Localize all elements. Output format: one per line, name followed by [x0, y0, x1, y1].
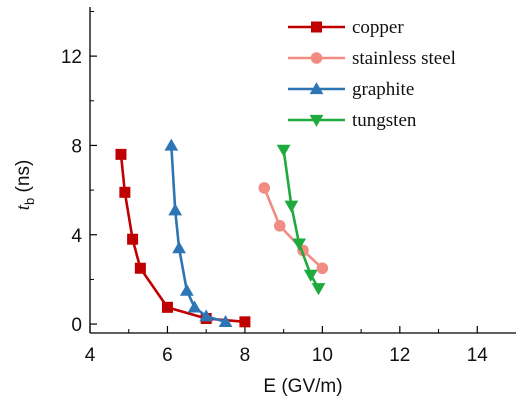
- data-point: [187, 300, 202, 313]
- series-copper: [115, 148, 251, 328]
- legend-marker: [311, 21, 322, 33]
- x-tick-label: 8: [240, 345, 251, 366]
- series-line: [263, 187, 324, 270]
- legend-marker: [310, 52, 323, 64]
- data-point: [168, 203, 183, 216]
- legend-label: graphite: [352, 79, 414, 100]
- legend-marker: [309, 82, 324, 95]
- data-point: [179, 283, 194, 296]
- data-point: [303, 269, 318, 282]
- series-line: [119, 154, 246, 324]
- data-point: [172, 241, 186, 254]
- data-point: [292, 238, 307, 251]
- series-layer: [115, 138, 329, 328]
- data-point: [199, 309, 214, 322]
- plot-frame: [89, 7, 516, 334]
- data-point: [161, 301, 173, 313]
- data-point: [239, 316, 251, 328]
- data-point: [316, 262, 329, 275]
- x-tick-label: 4: [85, 345, 96, 366]
- series-line: [282, 149, 320, 289]
- y-tick-label: 8: [71, 136, 82, 157]
- series-tungsten: [276, 144, 326, 296]
- data-point: [119, 186, 131, 198]
- series-stainless-steel: [258, 182, 329, 275]
- y-axis-title: tb (ns): [13, 160, 37, 211]
- x-tick-label: 6: [162, 345, 173, 366]
- y-tick-label: 12: [61, 47, 82, 68]
- legend-entry-stainless-steel: stainless steel: [288, 48, 456, 69]
- y-axis-title-sub: b: [22, 198, 37, 205]
- data-point: [134, 262, 146, 274]
- data-point: [115, 148, 127, 160]
- y-tick-label: 0: [71, 315, 82, 336]
- legend: copper stainless steel graphite tungsten: [288, 17, 456, 131]
- x-axis-title: E (GV/m): [263, 376, 342, 397]
- legend-entry-tungsten: tungsten: [288, 110, 417, 131]
- y-axis-title-unit: (ns): [13, 160, 34, 198]
- y-axis-title-main: t: [13, 204, 34, 210]
- data-point: [311, 283, 326, 296]
- legend-label: copper: [352, 17, 404, 38]
- legend-entry-copper: copper: [288, 17, 404, 38]
- x-tick-label: 10: [312, 345, 333, 366]
- data-point: [284, 200, 299, 213]
- data-point: [127, 233, 139, 245]
- series-line: [170, 145, 226, 324]
- x-tick-label: 12: [389, 345, 410, 366]
- x-tick-label: 14: [467, 345, 489, 366]
- data-point: [273, 220, 286, 232]
- legend-label: stainless steel: [352, 48, 456, 69]
- series-graphite: [164, 138, 233, 327]
- legend-entry-graphite: graphite: [288, 79, 414, 100]
- y-tick-label: 4: [71, 226, 82, 247]
- data-point: [276, 144, 291, 157]
- legend-label: tungsten: [352, 110, 417, 131]
- data-point: [258, 182, 271, 194]
- data-point: [164, 138, 179, 151]
- legend-marker: [309, 114, 324, 127]
- data-point: [218, 314, 233, 327]
